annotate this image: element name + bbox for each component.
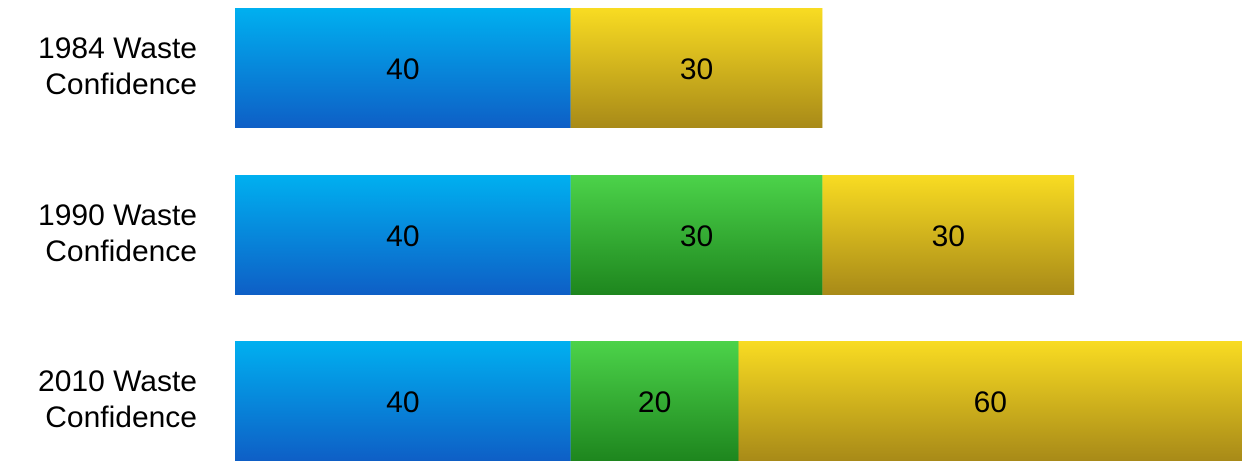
data-label: 40 (386, 386, 419, 419)
category-label-line: Confidence (45, 401, 197, 434)
data-label: 30 (680, 53, 713, 86)
category-label-line: 1990 Waste (38, 199, 197, 232)
bar-segment (235, 341, 571, 461)
data-label: 40 (386, 220, 419, 253)
data-label: 30 (932, 220, 965, 253)
data-label: 20 (638, 386, 671, 419)
bar-segment (235, 8, 571, 128)
category-label: 1984 Waste Confidence (38, 32, 197, 101)
bar-segment (738, 341, 1242, 461)
category-label-line: 2010 Waste (38, 365, 197, 398)
bar-segment (822, 175, 1075, 295)
category-label: 1990 Waste Confidence (38, 199, 197, 268)
bars-group: 40 30 40 30 30 40 20 60 (235, 8, 1242, 461)
bar-segment (235, 175, 571, 295)
data-label: 30 (680, 220, 713, 253)
category-label-line: 1984 Waste (38, 32, 197, 65)
bar-segment (570, 8, 823, 128)
category-label: 2010 Waste Confidence (38, 365, 197, 434)
category-label-line: Confidence (45, 235, 197, 268)
data-label: 60 (974, 386, 1007, 419)
data-label: 40 (386, 53, 419, 86)
category-label-line: Confidence (45, 68, 197, 101)
bar-segment (570, 341, 739, 461)
bar-segment (570, 175, 823, 295)
